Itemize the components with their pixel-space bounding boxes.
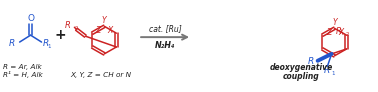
Text: Y: Y (332, 18, 337, 27)
Text: 1: 1 (332, 71, 335, 76)
Text: 1: 1 (47, 44, 51, 48)
Text: Y: Y (102, 16, 107, 25)
Text: +: + (55, 28, 66, 42)
Text: R: R (8, 39, 15, 48)
Text: R = Ar, Alk: R = Ar, Alk (3, 64, 42, 70)
Text: deoxygenative: deoxygenative (270, 63, 333, 72)
Text: coupling: coupling (283, 72, 320, 81)
Text: 2: 2 (75, 26, 78, 31)
Text: X: X (108, 26, 113, 35)
Text: R: R (307, 57, 314, 66)
Text: 2: 2 (345, 32, 349, 37)
Text: R: R (65, 21, 70, 30)
Text: Z: Z (96, 26, 101, 35)
Text: N₂H₄: N₂H₄ (155, 41, 175, 51)
Text: cat. [Ru]: cat. [Ru] (149, 24, 181, 33)
Text: R¹ = H, Alk: R¹ = H, Alk (3, 71, 42, 78)
Text: O: O (27, 14, 34, 23)
Text: X, Y, Z = CH or N: X, Y, Z = CH or N (70, 72, 132, 78)
Text: X: X (338, 28, 343, 37)
Text: Z: Z (326, 28, 331, 37)
Text: R: R (324, 66, 330, 75)
Text: R: R (336, 27, 342, 36)
Text: R: R (43, 39, 49, 48)
